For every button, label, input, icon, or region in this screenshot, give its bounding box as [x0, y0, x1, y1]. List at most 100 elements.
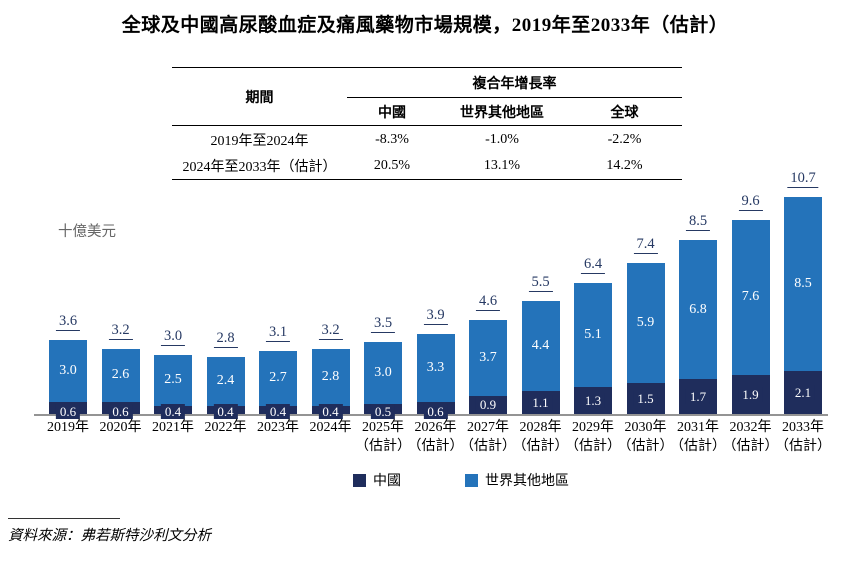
bar-2026年: 3.3 0.6 3.9 2026年 （估計）: [408, 171, 464, 454]
page-title: 全球及中國高尿酸血症及痛風藥物市場規模，2019年至2033年（估計）: [121, 15, 729, 36]
bar-2033年: 8.5 2.1 10.7 2033年 （估計）: [775, 170, 831, 454]
bar-2027年: 3.7 0.9 4.6 2027年 （估計）: [460, 171, 516, 454]
table-cell: 14.2%: [606, 158, 643, 173]
row-world-segment: [364, 342, 402, 404]
row-world-segment: [679, 240, 717, 380]
table-col-china: 中國: [347, 98, 437, 126]
row-world-segment: [731, 219, 770, 376]
x-axis-label: 2021年: [152, 420, 194, 435]
china-value-label: 1.1: [528, 395, 553, 411]
row-world-segment: [416, 334, 455, 402]
total-value-label: 3.2: [318, 322, 343, 340]
x-axis-label: 2031年 （估計）: [670, 420, 726, 454]
bar-2032年: 7.6 1.9 9.6 2032年 （估計）: [723, 171, 779, 454]
row-world-segment: [154, 354, 192, 406]
table-col-global: 全球: [567, 98, 682, 126]
table-period-header: 期間: [172, 68, 347, 126]
china-value-label: 1.3: [580, 393, 606, 409]
row-world-value-label: 3.0: [59, 363, 77, 379]
row-world-value-label: 3.0: [374, 365, 392, 381]
row-world-value-label: 2.4: [216, 373, 235, 389]
x-axis-label: 2024年: [309, 420, 352, 435]
total-value-label: 8.5: [685, 213, 711, 232]
china-value-label: 0.4: [160, 404, 186, 419]
x-axis-label: 2025年 （估計）: [355, 420, 411, 454]
total-value-label: 5.5: [528, 274, 553, 293]
table-row-period: 2024年至2033年（估計）: [182, 160, 337, 175]
row-world-segment: [49, 340, 87, 402]
table-row-period: 2019年至2024年: [210, 133, 309, 149]
table-cagr-header: 複合年增長率: [347, 68, 682, 98]
legend-label: 中國: [373, 474, 401, 489]
row-world-value-label: 2.6: [111, 367, 130, 383]
bar-2024年: 2.8 0.4 3.2 2024年: [310, 171, 352, 436]
row-world-value-label: 3.7: [479, 349, 497, 365]
x-axis-label: 2033年 （估計）: [775, 420, 831, 454]
total-value-label: 7.4: [633, 236, 658, 254]
china-value-label: 1.5: [633, 391, 658, 407]
row-world-value-label: 2.8: [321, 369, 340, 385]
bar-2031年: 6.8 1.7 8.5 2031年 （估計）: [670, 171, 726, 454]
row-world-value-label: 5.1: [584, 327, 602, 343]
china-value-label: 0.4: [265, 404, 291, 419]
cagr-table: 期間 複合年增長率 中國 世界其他地區 全球 2019年至2024年 -8.3%…: [172, 67, 682, 180]
bar-2022年: 2.4 0.4 2.8 2022年: [205, 171, 247, 435]
row-world-value-label: 3.3: [426, 359, 445, 375]
china-value-label: 0.6: [423, 404, 448, 419]
total-value-label: 3.2: [108, 322, 133, 340]
x-axis-label: 2023年: [257, 420, 299, 435]
china-value-label: 0.4: [213, 404, 238, 419]
row-world-value-label: 6.8: [689, 301, 707, 317]
row-world-segment: [259, 350, 297, 406]
row-world-value-label: 4.4: [531, 338, 550, 354]
x-axis-label: 2022年: [204, 420, 247, 435]
total-value-label: 4.6: [475, 293, 501, 311]
row-world-segment: [101, 348, 140, 402]
total-value-label: 3.5: [370, 315, 396, 334]
x-axis-label: 2027年 （估計）: [460, 420, 516, 454]
total-value-label: 6.4: [580, 256, 606, 274]
bar-2030年: 5.9 1.5 7.4 2030年 （估計）: [618, 171, 674, 454]
legend-item-china: 中國: [353, 470, 401, 490]
table-cell: -2.2%: [607, 131, 642, 147]
y-axis-unit-label: 十億美元: [58, 224, 116, 240]
china-value-label: 0.9: [475, 397, 501, 413]
row-world-value-label: 2.7: [269, 370, 287, 386]
bar-2019年: 3.0 0.6 3.6 2019年: [47, 171, 89, 435]
row-world-swatch-icon: [465, 473, 478, 487]
x-axis-label: 2029年 （估計）: [565, 420, 621, 454]
row-world-value-label: 7.6: [741, 289, 760, 305]
table-cell: 20.5%: [373, 158, 411, 173]
table-cell: -8.3%: [375, 131, 409, 147]
stacked-bar-chart: 3.0 0.6 3.6 2019年 2.6 0.6 3.2 2020年 2.5 0.4 3.0 202…: [34, 170, 831, 454]
x-axis-label: 2028年 （估計）: [512, 420, 569, 454]
table-cell: 13.1%: [483, 158, 521, 173]
china-value-label: 0.4: [318, 404, 343, 419]
legend-label: 世界其他地區: [485, 474, 569, 489]
bar-2021年: 2.5 0.4 3.0 2021年: [152, 171, 194, 435]
total-value-label: 2.8: [213, 330, 238, 348]
x-axis-label: 2020年: [99, 420, 142, 435]
row-world-value-label: 5.9: [636, 314, 655, 330]
bar-2020年: 2.6 0.6 3.2 2020年: [100, 171, 142, 436]
legend-item-row-world: 世界其他地區: [465, 470, 569, 490]
china-value-label: 1.7: [685, 389, 711, 405]
row-world-segment: [206, 356, 245, 406]
row-world-value-label: 8.5: [794, 276, 812, 292]
chart-legend: 中國 世界其他地區: [353, 470, 569, 490]
x-axis-label: 2026年 （估計）: [407, 420, 464, 454]
total-value-label: 3.6: [55, 313, 81, 332]
total-value-label: 3.9: [423, 307, 448, 326]
china-swatch-icon: [353, 473, 366, 487]
bar-2023年: 2.7 0.4 3.1 2023年: [257, 171, 299, 435]
total-value-label: 3.1: [265, 324, 291, 342]
bar-2028年: 4.4 1.1 5.5 2028年 （估計）: [513, 171, 569, 453]
china-value-label: 0.6: [55, 404, 81, 419]
x-axis-label: 2019年: [47, 420, 89, 435]
row-world-value-label: 2.5: [164, 372, 182, 388]
china-value-label: 0.5: [370, 404, 396, 419]
bar-2029年: 5.1 1.3 6.4 2029年 （估計）: [565, 171, 621, 454]
row-world-segment: [574, 283, 612, 388]
row-world-segment: [784, 197, 822, 372]
table-cell: -1.0%: [485, 131, 519, 147]
